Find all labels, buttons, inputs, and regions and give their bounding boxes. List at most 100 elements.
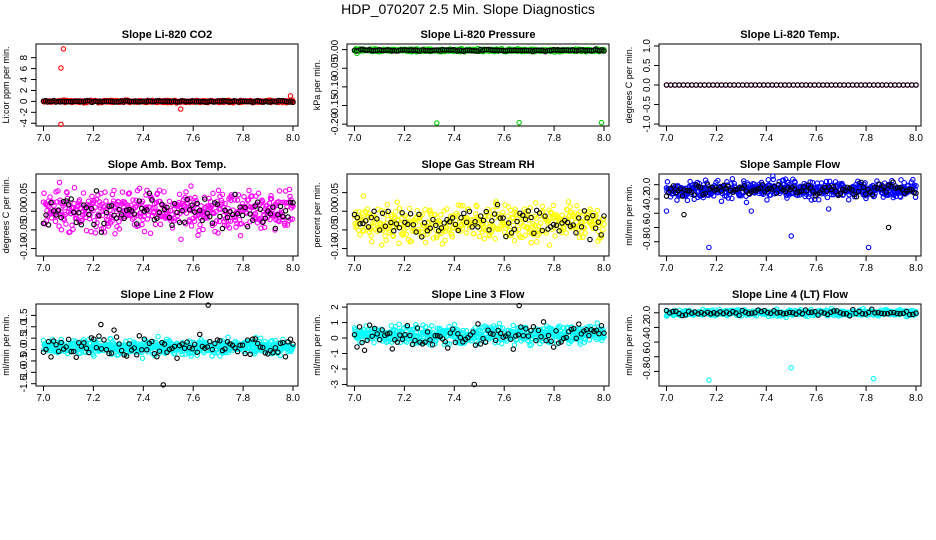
data-point <box>385 216 391 223</box>
y-tick-label: 4 <box>19 76 30 82</box>
y-tick-label: 2 <box>19 87 30 93</box>
outlier-point <box>706 244 712 251</box>
data-point <box>178 236 184 243</box>
data-point <box>169 225 176 231</box>
data-point <box>565 199 572 205</box>
x-tick-label: 7.0 <box>348 133 362 144</box>
data-point <box>237 232 244 239</box>
x-tick-label: 7.2 <box>86 133 100 144</box>
data-point <box>267 216 273 223</box>
data-point <box>202 196 208 202</box>
y-axis-label: degrees C per min. <box>1 177 11 254</box>
x-tick-label: 7.8 <box>547 393 561 404</box>
data-point <box>48 215 55 221</box>
data-point <box>219 191 226 198</box>
data-point <box>112 230 118 237</box>
outlier-point <box>98 321 104 328</box>
x-tick-label: 7.4 <box>447 263 461 274</box>
data-point <box>227 218 234 224</box>
data-point <box>473 203 480 210</box>
data-point <box>594 207 601 214</box>
y-tick-label: -2 <box>330 364 341 373</box>
data-point <box>155 333 161 340</box>
data-point <box>601 48 607 54</box>
data-point <box>684 197 691 204</box>
data-point <box>534 238 540 245</box>
data-point <box>433 234 440 241</box>
data-point <box>383 237 389 243</box>
panel-title: Slope Line 2 Flow <box>121 289 214 301</box>
data-point <box>73 354 80 361</box>
data-point <box>378 242 385 248</box>
x-tick-label: 7.2 <box>397 263 411 274</box>
data-point <box>824 194 831 201</box>
y-tick-label: -0.05 <box>330 56 341 79</box>
data-point <box>199 217 206 224</box>
data-point <box>147 230 154 237</box>
data-point <box>290 199 296 206</box>
data-point <box>442 237 448 244</box>
y-tick-label: -0.20 <box>330 112 341 135</box>
data-point <box>444 345 451 351</box>
x-tick-label: 7.4 <box>136 393 150 404</box>
data-point <box>239 212 246 219</box>
data-point <box>197 222 203 228</box>
data-point <box>166 198 173 205</box>
y-tick-label: -0.2 <box>642 318 653 336</box>
data-point <box>405 214 411 221</box>
data-point <box>505 213 511 219</box>
outlier-point <box>598 119 605 126</box>
data-point <box>109 218 115 224</box>
data-point <box>136 185 143 192</box>
data-point <box>448 231 455 237</box>
data-point <box>83 204 90 211</box>
data-point <box>113 334 120 340</box>
panel-title: Slope Amb. Box Temp. <box>108 159 227 171</box>
data-point <box>214 201 221 208</box>
data-point <box>131 211 137 217</box>
y-tick-label: 6 <box>19 65 30 71</box>
data-point <box>371 339 377 346</box>
data-point <box>165 207 171 214</box>
data-point <box>504 223 511 229</box>
data-point <box>356 324 363 330</box>
x-tick-label: 7.8 <box>547 133 561 144</box>
y-tick-label: -3 <box>330 380 341 389</box>
y-tick-label: 0.05 <box>330 182 341 202</box>
data-point <box>461 210 467 217</box>
data-point <box>215 230 221 236</box>
data-point <box>396 205 403 211</box>
outlier-point <box>177 106 184 112</box>
data-point <box>408 238 414 244</box>
outlier-point <box>516 119 522 126</box>
data-point <box>99 212 106 219</box>
data-point <box>133 221 140 227</box>
panel-title: Slope Li-820 CO2 <box>122 29 212 41</box>
data-point <box>258 225 264 231</box>
data-point <box>171 200 178 207</box>
x-tick-label: 8.0 <box>909 263 923 274</box>
data-point <box>439 241 446 247</box>
x-tick-label: 8.0 <box>286 133 300 144</box>
x-tick-label: 7.6 <box>809 133 823 144</box>
data-point <box>186 207 193 213</box>
data-point <box>261 224 268 231</box>
data-point <box>228 197 234 204</box>
y-tick-label: 1.5 <box>19 308 30 322</box>
data-point <box>58 227 65 233</box>
data-point <box>764 197 770 203</box>
data-point <box>437 212 444 218</box>
data-point <box>445 226 452 232</box>
data-point <box>130 197 136 203</box>
x-tick-label: 7.4 <box>759 263 773 274</box>
data-point <box>416 228 422 235</box>
data-point <box>574 202 580 209</box>
data-point <box>459 225 466 232</box>
data-point <box>511 237 518 244</box>
data-point <box>101 220 107 227</box>
data-point <box>443 206 450 212</box>
data-point <box>417 218 423 224</box>
